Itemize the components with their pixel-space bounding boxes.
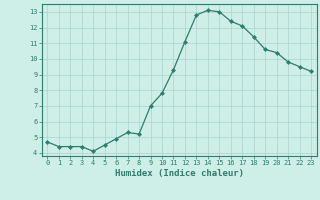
X-axis label: Humidex (Indice chaleur): Humidex (Indice chaleur) — [115, 169, 244, 178]
